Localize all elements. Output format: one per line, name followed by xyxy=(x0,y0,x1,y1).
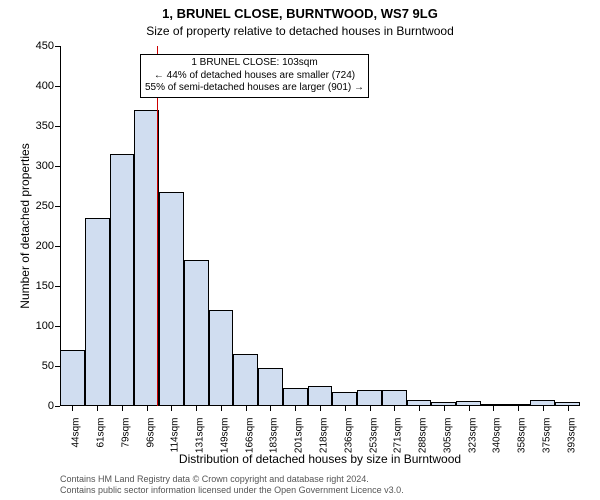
reference-line xyxy=(157,46,158,406)
y-tick-label: 250 xyxy=(14,200,54,212)
y-tick-mark xyxy=(55,406,60,407)
y-tick-label: 300 xyxy=(14,160,54,172)
x-tick-mark xyxy=(469,406,470,411)
histogram-bar xyxy=(283,388,308,406)
x-tick-label: 79sqm xyxy=(120,418,131,448)
x-tick-label: 288sqm xyxy=(418,418,429,454)
annotation-line: ← 44% of detached houses are smaller (72… xyxy=(145,70,364,83)
x-tick-mark xyxy=(543,406,544,411)
x-tick-mark xyxy=(493,406,494,411)
histogram-bar xyxy=(85,218,110,406)
x-tick-mark xyxy=(295,406,296,411)
y-tick-label: 0 xyxy=(14,400,54,412)
x-tick-mark xyxy=(345,406,346,411)
x-tick-mark xyxy=(72,406,73,411)
x-tick-mark xyxy=(270,406,271,411)
y-tick-mark xyxy=(55,206,60,207)
x-tick-mark xyxy=(147,406,148,411)
chart-title-line1: 1, BRUNEL CLOSE, BURNTWOOD, WS7 9LG xyxy=(0,6,600,21)
y-tick-mark xyxy=(55,86,60,87)
x-axis-label: Distribution of detached houses by size … xyxy=(60,452,580,466)
y-tick-label: 350 xyxy=(14,120,54,132)
histogram-bar xyxy=(382,390,407,406)
x-tick-label: 271sqm xyxy=(393,418,404,454)
histogram-bar xyxy=(134,110,159,406)
y-tick-mark xyxy=(55,126,60,127)
x-tick-mark xyxy=(370,406,371,411)
x-tick-mark xyxy=(568,406,569,411)
x-tick-label: 305sqm xyxy=(442,418,453,454)
histogram-bar xyxy=(357,390,382,406)
y-tick-mark xyxy=(55,166,60,167)
x-tick-mark xyxy=(246,406,247,411)
x-tick-label: 218sqm xyxy=(319,418,330,454)
x-tick-label: 253sqm xyxy=(368,418,379,454)
y-tick-label: 100 xyxy=(14,320,54,332)
y-axis-label-wrap: Number of detached properties xyxy=(18,46,32,406)
annotation-box: 1 BRUNEL CLOSE: 103sqm← 44% of detached … xyxy=(140,54,369,98)
attribution-line2: Contains public sector information licen… xyxy=(60,485,580,496)
histogram-bar xyxy=(233,354,258,406)
annotation-line: 55% of semi-detached houses are larger (… xyxy=(145,82,364,95)
plot-area: 44sqm61sqm79sqm96sqm114sqm131sqm149sqm16… xyxy=(60,46,580,406)
y-tick-mark xyxy=(55,46,60,47)
x-tick-label: 149sqm xyxy=(219,418,230,454)
x-tick-label: 201sqm xyxy=(294,418,305,454)
attribution: Contains HM Land Registry data © Crown c… xyxy=(60,474,580,496)
y-tick-label: 50 xyxy=(14,360,54,372)
x-tick-mark xyxy=(171,406,172,411)
x-tick-mark xyxy=(97,406,98,411)
x-tick-mark xyxy=(394,406,395,411)
x-tick-mark xyxy=(221,406,222,411)
attribution-line1: Contains HM Land Registry data © Crown c… xyxy=(60,474,580,485)
chart-title-line2: Size of property relative to detached ho… xyxy=(0,24,600,38)
x-tick-label: 183sqm xyxy=(269,418,280,454)
y-tick-mark xyxy=(55,286,60,287)
histogram-bar xyxy=(209,310,234,406)
annotation-line: 1 BRUNEL CLOSE: 103sqm xyxy=(145,57,364,70)
histogram-bar xyxy=(308,386,333,406)
x-tick-label: 358sqm xyxy=(517,418,528,454)
histogram-bar xyxy=(258,368,283,406)
histogram-bar xyxy=(332,392,357,406)
x-tick-mark xyxy=(196,406,197,411)
y-tick-label: 200 xyxy=(14,240,54,252)
x-tick-label: 96sqm xyxy=(145,418,156,448)
x-tick-label: 44sqm xyxy=(71,418,82,448)
y-tick-mark xyxy=(55,246,60,247)
x-tick-mark xyxy=(444,406,445,411)
histogram-bar xyxy=(184,260,209,406)
x-tick-label: 166sqm xyxy=(244,418,255,454)
y-tick-label: 400 xyxy=(14,80,54,92)
chart-container: 1, BRUNEL CLOSE, BURNTWOOD, WS7 9LG Size… xyxy=(0,0,600,500)
x-tick-label: 61sqm xyxy=(96,418,107,448)
y-tick-label: 450 xyxy=(14,40,54,52)
x-tick-label: 236sqm xyxy=(343,418,354,454)
x-tick-mark xyxy=(320,406,321,411)
y-tick-label: 150 xyxy=(14,280,54,292)
histogram-bar xyxy=(60,350,85,406)
x-tick-label: 114sqm xyxy=(170,418,181,453)
x-tick-mark xyxy=(419,406,420,411)
histogram-bar xyxy=(110,154,135,406)
x-tick-label: 393sqm xyxy=(566,418,577,454)
x-tick-mark xyxy=(122,406,123,411)
x-tick-label: 131sqm xyxy=(195,418,206,454)
y-tick-mark xyxy=(55,326,60,327)
x-tick-mark xyxy=(518,406,519,411)
x-tick-label: 323sqm xyxy=(467,418,478,454)
histogram-bar xyxy=(159,192,184,406)
x-tick-label: 340sqm xyxy=(492,418,503,454)
x-tick-label: 375sqm xyxy=(541,418,552,454)
